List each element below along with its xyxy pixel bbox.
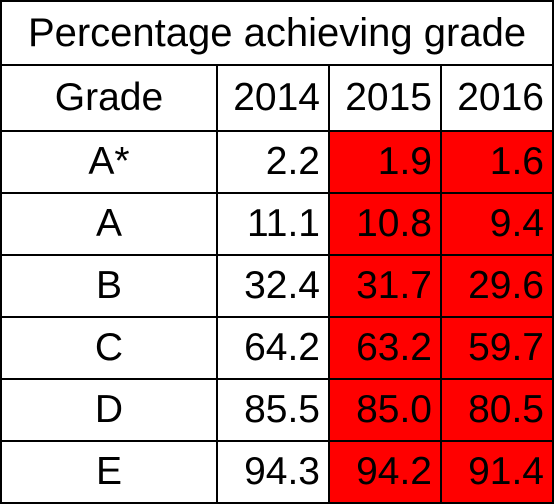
value-cell-2016[interactable]: 29.6 bbox=[440, 254, 554, 318]
value-cell-2015[interactable]: 63.2 bbox=[328, 316, 442, 380]
header-2015[interactable]: 2015 bbox=[328, 64, 442, 132]
grade-cell[interactable]: D bbox=[0, 378, 218, 442]
table-title[interactable]: Percentage achieving grade bbox=[0, 0, 554, 66]
value-cell-2015[interactable]: 1.9 bbox=[328, 130, 442, 194]
header-2016[interactable]: 2016 bbox=[440, 64, 554, 132]
header-2014[interactable]: 2014 bbox=[216, 64, 330, 132]
value-cell-2014[interactable]: 11.1 bbox=[216, 192, 330, 256]
value-cell-2014[interactable]: 85.5 bbox=[216, 378, 330, 442]
value-cell-2014[interactable]: 64.2 bbox=[216, 316, 330, 380]
value-cell-2014[interactable]: 94.3 bbox=[216, 440, 330, 504]
value-cell-2015[interactable]: 10.8 bbox=[328, 192, 442, 256]
grade-cell[interactable]: B bbox=[0, 254, 218, 318]
value-cell-2016[interactable]: 9.4 bbox=[440, 192, 554, 256]
grade-cell[interactable]: A* bbox=[0, 130, 218, 194]
value-cell-2015[interactable]: 85.0 bbox=[328, 378, 442, 442]
table-row: A 11.1 10.8 9.4 bbox=[0, 192, 554, 256]
table-row: B 32.4 31.7 29.6 bbox=[0, 254, 554, 318]
value-cell-2016[interactable]: 91.4 bbox=[440, 440, 554, 504]
header-row: Grade 2014 2015 2016 bbox=[0, 64, 554, 132]
table-row: C 64.2 63.2 59.7 bbox=[0, 316, 554, 380]
title-row: Percentage achieving grade bbox=[0, 0, 554, 66]
value-cell-2016[interactable]: 80.5 bbox=[440, 378, 554, 442]
value-cell-2014[interactable]: 32.4 bbox=[216, 254, 330, 318]
value-cell-2015[interactable]: 31.7 bbox=[328, 254, 442, 318]
value-cell-2015[interactable]: 94.2 bbox=[328, 440, 442, 504]
value-cell-2016[interactable]: 1.6 bbox=[440, 130, 554, 194]
table-row: A* 2.2 1.9 1.6 bbox=[0, 130, 554, 194]
grade-cell[interactable]: C bbox=[0, 316, 218, 380]
value-cell-2014[interactable]: 2.2 bbox=[216, 130, 330, 194]
table-row: E 94.3 94.2 91.4 bbox=[0, 440, 554, 504]
header-grade[interactable]: Grade bbox=[0, 64, 218, 132]
value-cell-2016[interactable]: 59.7 bbox=[440, 316, 554, 380]
table-row: D 85.5 85.0 80.5 bbox=[0, 378, 554, 442]
grade-cell[interactable]: A bbox=[0, 192, 218, 256]
grade-cell[interactable]: E bbox=[0, 440, 218, 504]
